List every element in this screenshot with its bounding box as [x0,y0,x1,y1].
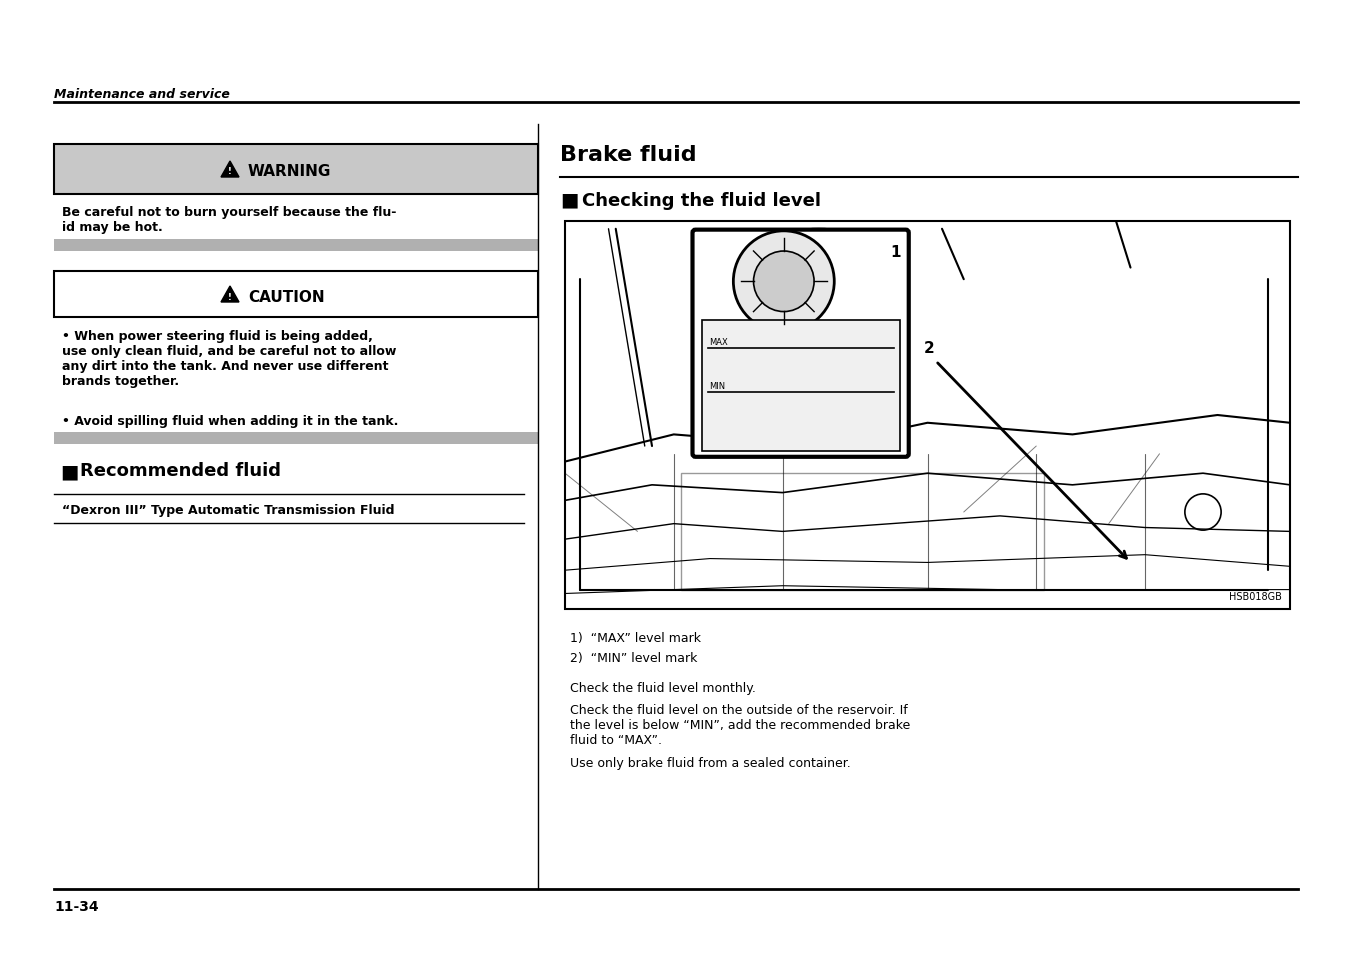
Text: Check the fluid level on the outside of the reservoir. If
the level is below “MI: Check the fluid level on the outside of … [571,703,910,746]
Text: CAUTION: CAUTION [247,289,324,304]
Text: MAX: MAX [710,337,729,346]
Text: WARNING: WARNING [247,164,331,179]
Text: Checking the fluid level: Checking the fluid level [581,192,821,210]
Polygon shape [220,162,239,178]
Text: 2: 2 [923,341,934,355]
Bar [54,433,538,444]
Text: !: ! [228,293,233,301]
Circle shape [753,252,814,313]
Text: Use only brake fluid from a sealed container.: Use only brake fluid from a sealed conta… [571,757,850,769]
Text: • When power steering fluid is being added,
use only clean fluid, and be careful: • When power steering fluid is being add… [62,330,396,388]
Text: 1: 1 [891,244,902,259]
Polygon shape [220,287,239,303]
Text: ■: ■ [59,461,78,480]
Bar [54,240,538,252]
Text: Check the fluid level monthly.: Check the fluid level monthly. [571,681,756,695]
Text: Maintenance and service: Maintenance and service [54,88,230,101]
Bar [54,145,538,194]
Text: 1)  “MAX” level mark: 1) “MAX” level mark [571,631,700,644]
Bar [565,222,1290,609]
Bar [702,320,899,452]
Text: Brake fluid: Brake fluid [560,145,696,165]
FancyBboxPatch shape [692,231,909,457]
Text: • Avoid spilling fluid when adding it in the tank.: • Avoid spilling fluid when adding it in… [62,415,399,428]
Text: MIN: MIN [710,381,726,391]
Text: Recommended fluid: Recommended fluid [80,461,281,479]
Text: HSB018GB: HSB018GB [1229,592,1282,601]
Text: !: ! [228,168,233,176]
Text: ■: ■ [560,190,579,209]
Text: “Dexron III” Type Automatic Transmission Fluid: “Dexron III” Type Automatic Transmission… [62,503,395,517]
Text: Be careful not to burn yourself because the flu-
id may be hot.: Be careful not to burn yourself because … [62,206,396,233]
Text: 11-34: 11-34 [54,899,99,913]
Bar [681,474,1044,590]
Text: 2)  “MIN” level mark: 2) “MIN” level mark [571,651,698,664]
Circle shape [733,232,834,333]
Bar [54,272,538,317]
